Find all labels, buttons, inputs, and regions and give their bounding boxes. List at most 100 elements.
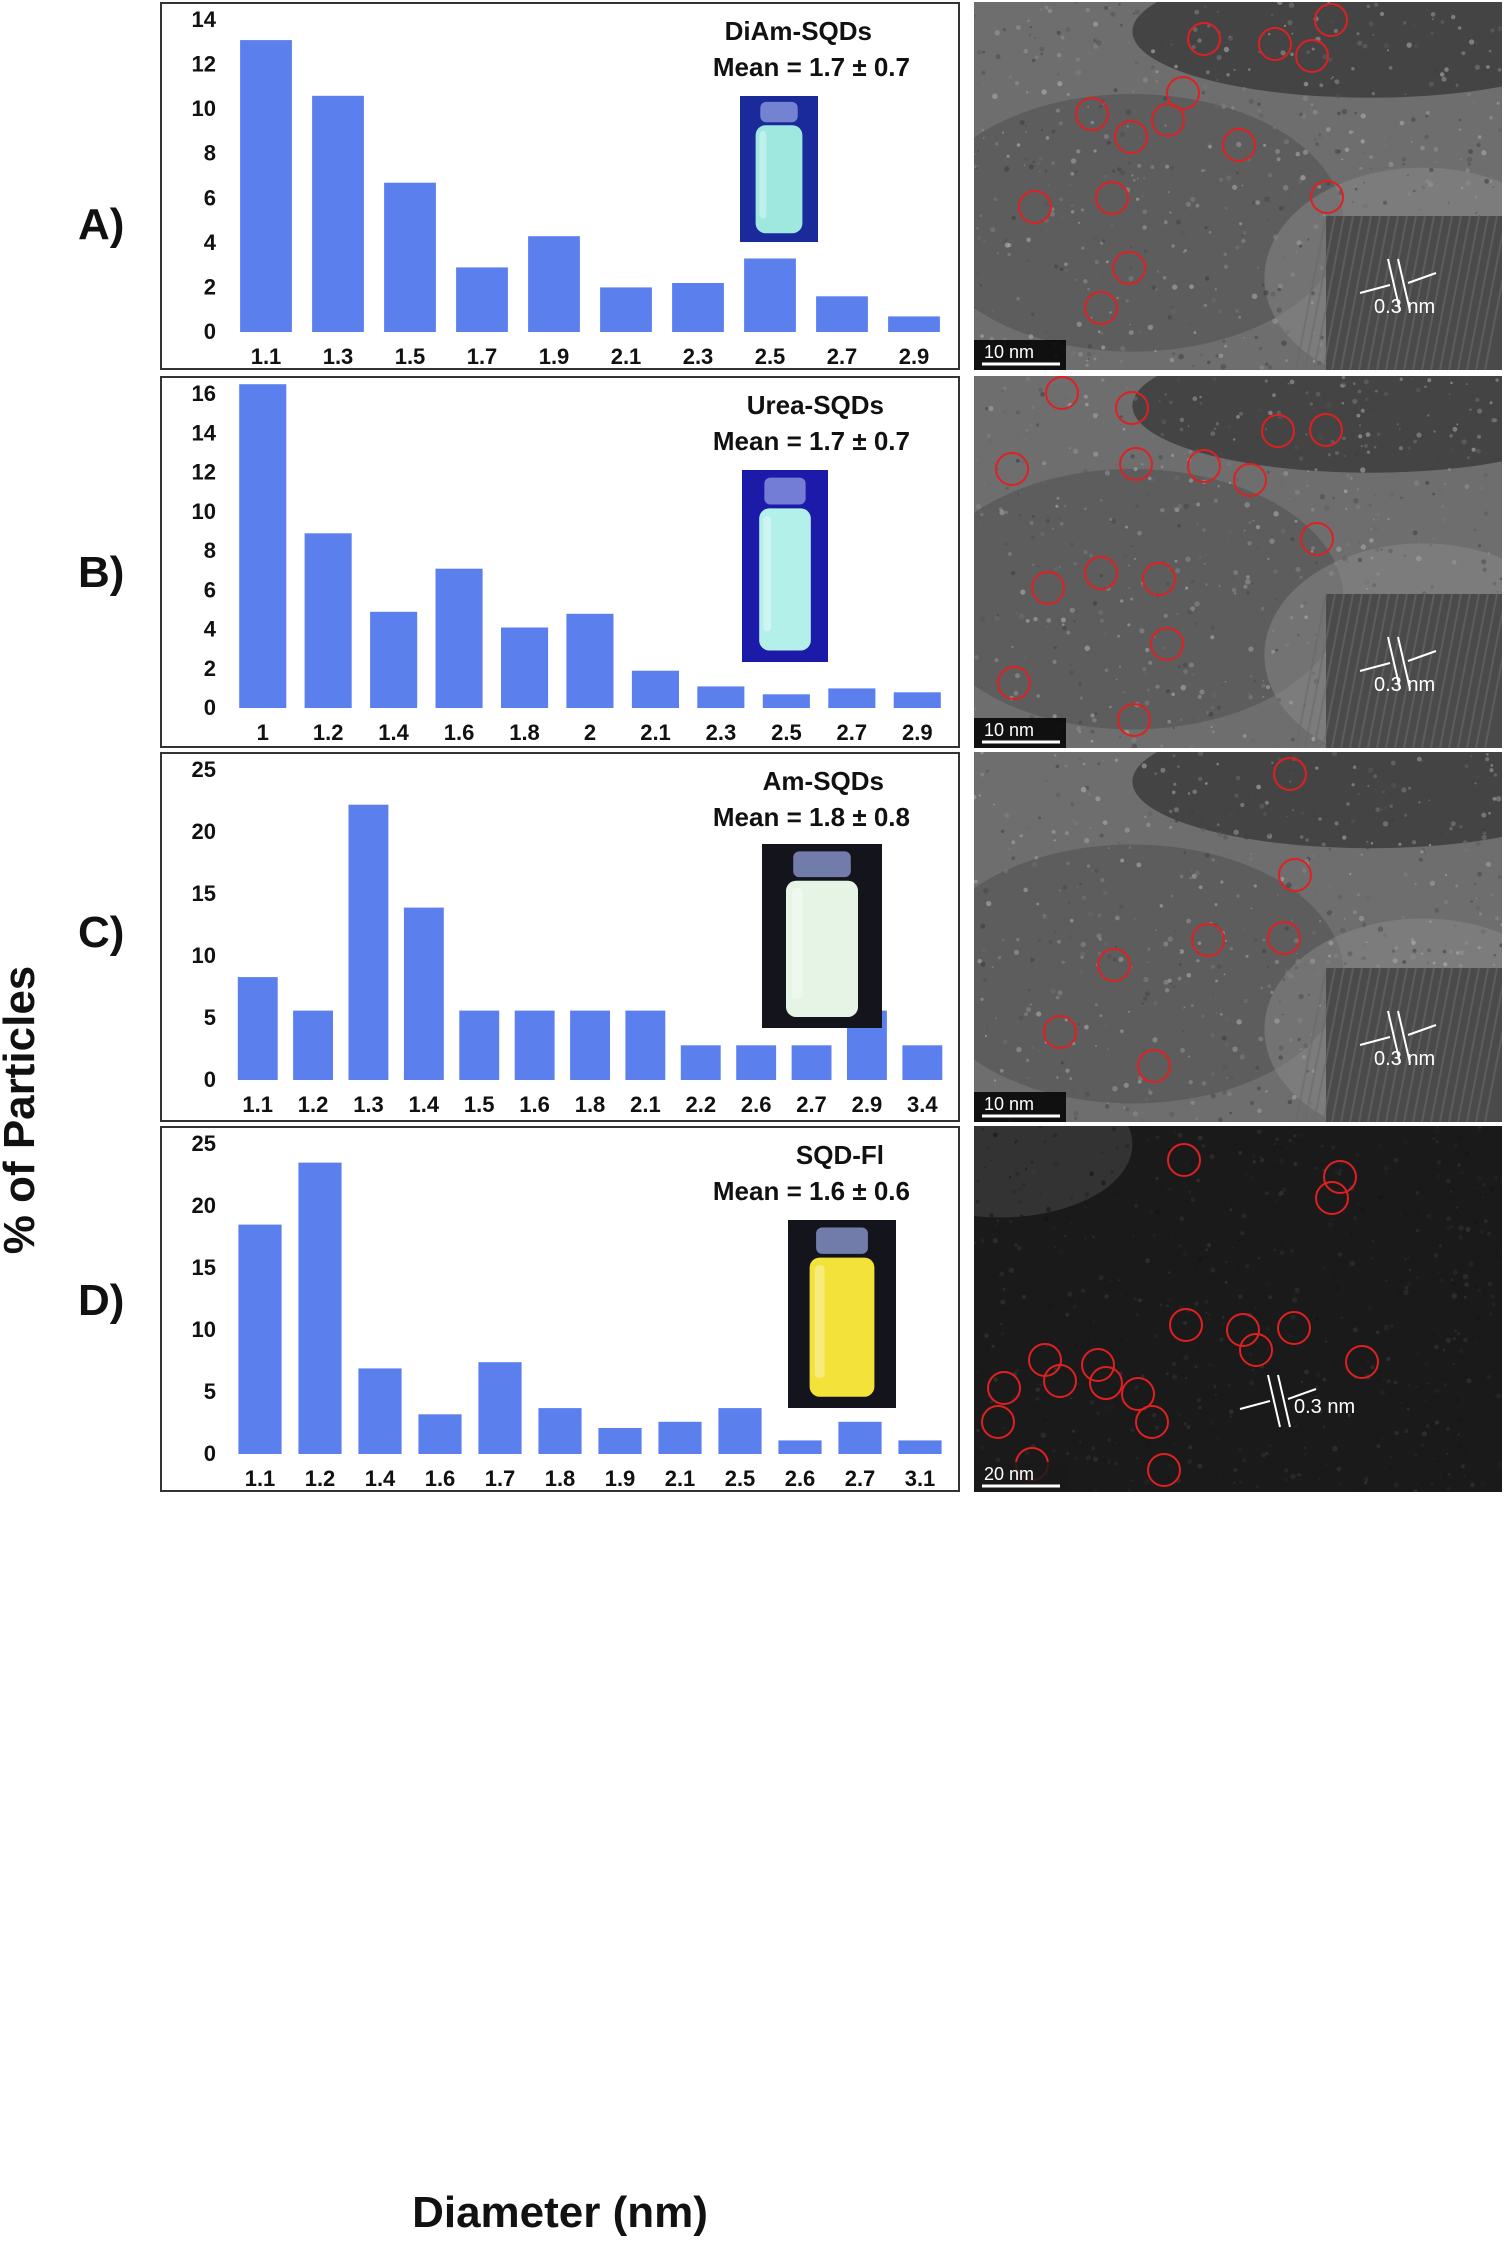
nanoparticle-marker-circle	[981, 1405, 1015, 1439]
x-tick-label: 2.1	[640, 720, 671, 745]
histogram-a: DiAm-SQDs Mean = 1.7 ± 0.7 0 2 4 6 8 10 12 14 1.…	[160, 2, 960, 370]
nanoparticle-marker-circle	[1187, 22, 1221, 56]
histogram-bar	[816, 296, 868, 332]
x-tick-label: 1.5	[464, 1092, 495, 1117]
histogram-bar	[304, 533, 352, 708]
x-tick-label: 3.4	[907, 1092, 938, 1117]
arrow-icon	[1407, 1024, 1437, 1036]
x-tick-label: 1.6	[519, 1092, 550, 1117]
y-tick-label: 2	[204, 656, 216, 681]
x-tick-label: 1.2	[313, 720, 344, 745]
nanoparticle-marker-circle	[1169, 1308, 1203, 1342]
nanoparticle-marker-circle	[1043, 1015, 1077, 1049]
nanoparticle-marker-circle	[1117, 703, 1151, 737]
y-axis-label: % of Particles	[0, 965, 44, 1255]
x-tick-label: 3.1	[905, 1466, 936, 1491]
nanoparticle-marker-circle	[1309, 413, 1343, 447]
histogram-bar	[762, 694, 810, 708]
histogram-bar	[293, 1010, 333, 1080]
histogram-bar	[456, 267, 508, 332]
nanoparticle-marker-circle	[1081, 1348, 1115, 1382]
chart-mean-a: Mean = 1.7 ± 0.7	[713, 52, 910, 82]
panel-letter-d: D)	[78, 1276, 125, 1325]
y-tick-label: 15	[192, 881, 216, 906]
y-tick-label: 12	[192, 52, 216, 77]
y-tick-label: 0	[204, 695, 216, 720]
x-tick-label: 2.9	[902, 720, 933, 745]
chart-title-a: DiAm-SQDs	[725, 16, 872, 46]
fluorescent-vial-image-a	[740, 96, 818, 242]
x-tick-label: 2.5	[755, 344, 786, 369]
y-tick-label: 20	[192, 1193, 216, 1218]
histogram-bar	[478, 1362, 522, 1454]
nanoparticle-marker-circle	[1261, 414, 1295, 448]
y-tick-label: 6	[204, 185, 216, 210]
y-tick-label: 0	[204, 1441, 216, 1466]
scale-bar-label: 10 nm	[984, 1094, 1034, 1114]
nanoparticle-marker-circle	[1267, 921, 1301, 955]
panel-letter-a: A)	[78, 200, 125, 249]
vial-liquid	[786, 880, 858, 1017]
histogram-bar	[538, 1408, 582, 1454]
x-tick-label: 1.5	[395, 344, 426, 369]
histogram-bar	[893, 692, 941, 708]
nanoparticle-marker-circle	[1151, 103, 1185, 137]
x-tick-label: 1.6	[444, 720, 475, 745]
histogram-bar	[237, 977, 278, 1080]
y-tick-label: 0	[204, 1067, 216, 1092]
nanoparticle-marker-circle	[1167, 1143, 1201, 1177]
y-tick-label: 6	[204, 577, 216, 602]
scale-bar-label: 10 nm	[984, 342, 1034, 362]
x-tick-label: 1.8	[545, 1466, 576, 1491]
nanoparticle-marker-circle	[1135, 1405, 1169, 1439]
histogram-c: Am-SQDs Mean = 1.8 ± 0.8 0 5 10 15 20 25 1.1 1.…	[160, 752, 960, 1122]
x-tick-label: 2.9	[899, 344, 930, 369]
arrow-icon	[1359, 1036, 1391, 1046]
histogram-bar	[838, 1421, 882, 1454]
y-tick-label: 10	[192, 96, 216, 121]
nanoparticle-marker-circle	[1147, 1453, 1181, 1487]
nanoparticle-marker-circle	[997, 666, 1031, 700]
nanoparticle-marker-circle	[1273, 757, 1307, 791]
histogram-d: SQD-Fl Mean = 1.6 ± 0.6 0 5 10 15 20 25 1.1 1.2…	[160, 1126, 960, 1492]
x-tick-label: 1.3	[353, 1092, 384, 1117]
histogram-bar	[501, 627, 549, 708]
y-tick-label: 2	[204, 274, 216, 299]
histogram-bar	[459, 1010, 500, 1080]
nanoparticle-marker-circle	[1084, 291, 1118, 325]
fluorescent-vial-image-b	[742, 470, 828, 662]
x-tick-label: 2.1	[665, 1466, 696, 1491]
nanoparticle-marker-circle	[1043, 1364, 1077, 1398]
nanoparticle-marker-circle	[1314, 3, 1348, 37]
x-tick-label: 1.3	[323, 344, 354, 369]
histogram-bar	[384, 182, 436, 332]
tem-image-b: 0.3 nm 10 nm	[974, 376, 1502, 748]
x-tick-label: 1.8	[509, 720, 540, 745]
histogram-bar	[902, 1045, 943, 1080]
nanoparticle-marker-circle	[1187, 449, 1221, 483]
hrtem-inset	[1326, 968, 1502, 1122]
x-tick-label: 2.2	[686, 1092, 717, 1117]
chart-mean-c: Mean = 1.8 ± 0.8	[713, 802, 910, 832]
panel-letter-b: B)	[78, 548, 125, 597]
histogram-bar	[358, 1368, 402, 1454]
y-tick-label: 10	[192, 943, 216, 968]
x-tick-label: 1	[257, 720, 269, 745]
arrow-icon	[1239, 1400, 1271, 1410]
histogram-bar	[625, 1010, 666, 1080]
y-tick-label: 8	[204, 538, 216, 563]
fluorescent-vial-image-c	[762, 844, 882, 1028]
arrow-icon	[1407, 650, 1437, 662]
nanoparticle-marker-circle	[1315, 1181, 1349, 1215]
x-tick-label: 1.4	[378, 720, 409, 745]
x-tick-label: 1.2	[298, 1092, 329, 1117]
vial-liquid	[809, 1257, 875, 1397]
nanoparticle-marker-circle	[1277, 1311, 1311, 1345]
chart-title-c: Am-SQDs	[763, 766, 884, 796]
histogram-bar	[791, 1045, 832, 1080]
y-tick-label: 8	[204, 141, 216, 166]
histogram-bar	[312, 95, 364, 332]
histogram-bar	[736, 1045, 777, 1080]
nanoparticle-marker-circle	[1114, 120, 1148, 154]
tem-image-c: 0.3 nm 10 nm	[974, 752, 1502, 1122]
